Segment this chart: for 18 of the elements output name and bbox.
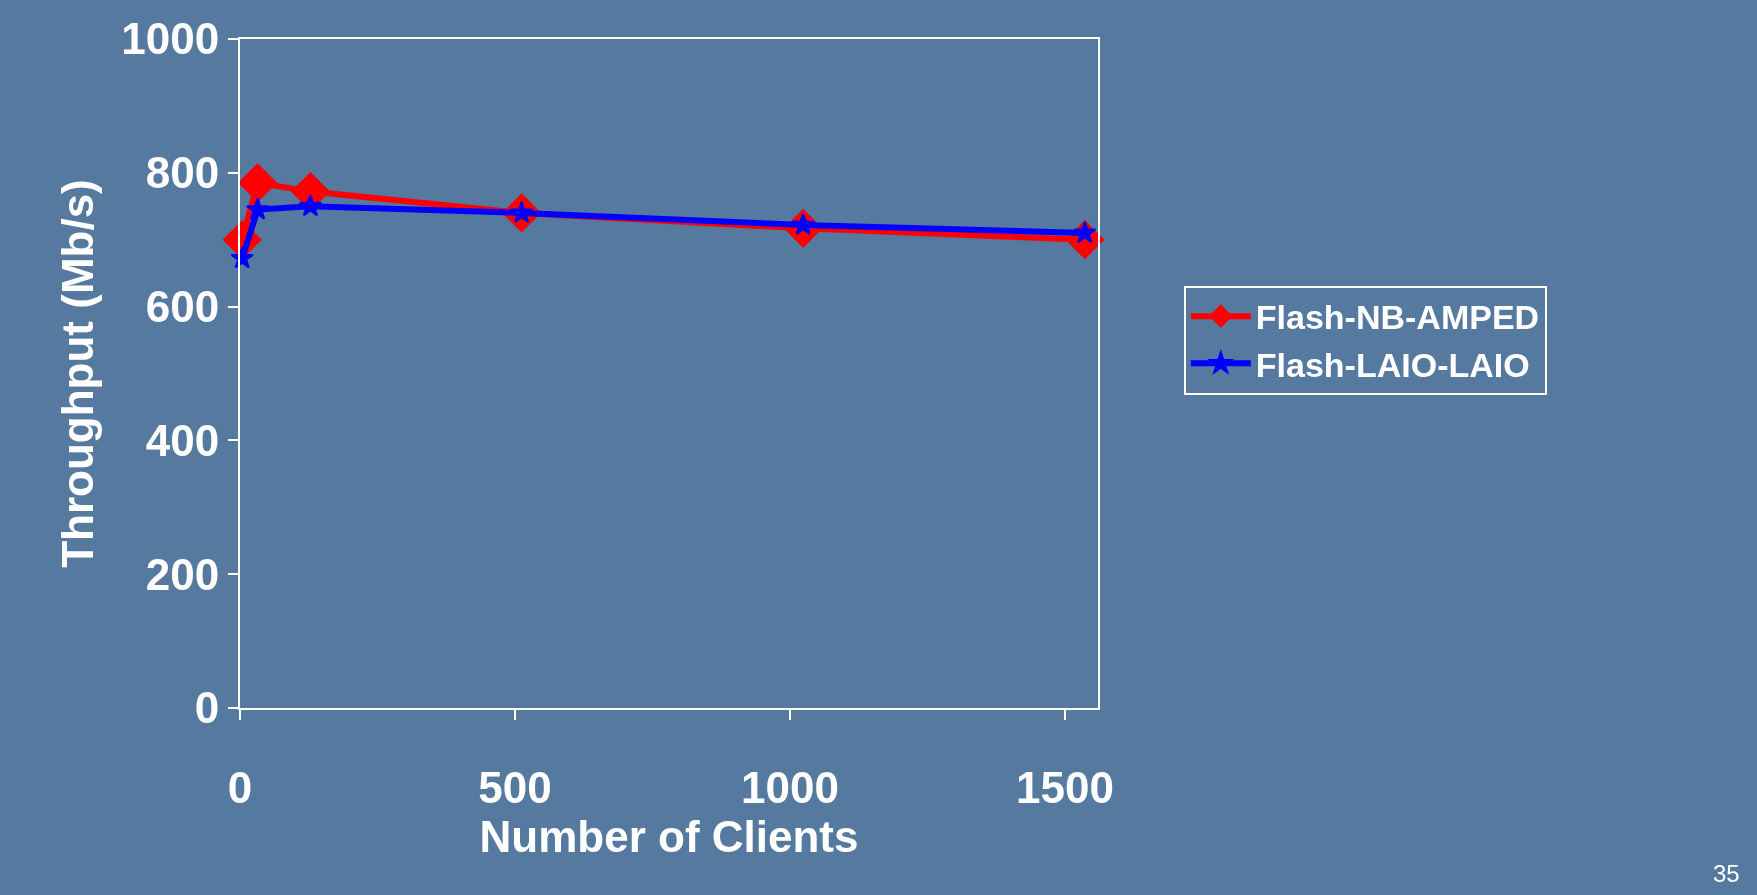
- x-axis-title: Number of Clients: [479, 811, 859, 861]
- x-tick-label: 500: [478, 762, 552, 812]
- y-tick-label: 1000: [121, 14, 220, 64]
- x-tick-label: 1000: [741, 762, 839, 812]
- y-tick-label: 400: [145, 415, 220, 465]
- y-axis-title: Throughput (Mb/s): [52, 179, 102, 568]
- y-tick-label: 800: [145, 148, 220, 198]
- point: [238, 163, 277, 203]
- y-tick-label: 600: [145, 282, 220, 331]
- point: [245, 197, 270, 220]
- y-tick-label: 200: [145, 549, 220, 599]
- x-tick-label: 0: [227, 762, 253, 812]
- x-tick-label: 1500: [1016, 762, 1114, 812]
- legend-label: Flash-NB-AMPED: [1255, 298, 1540, 337]
- y-tick-label: 0: [194, 683, 220, 733]
- point: [298, 194, 323, 217]
- text: 35: [1713, 860, 1740, 887]
- legend-label: Flash-LAIO-LAIO: [1255, 345, 1530, 384]
